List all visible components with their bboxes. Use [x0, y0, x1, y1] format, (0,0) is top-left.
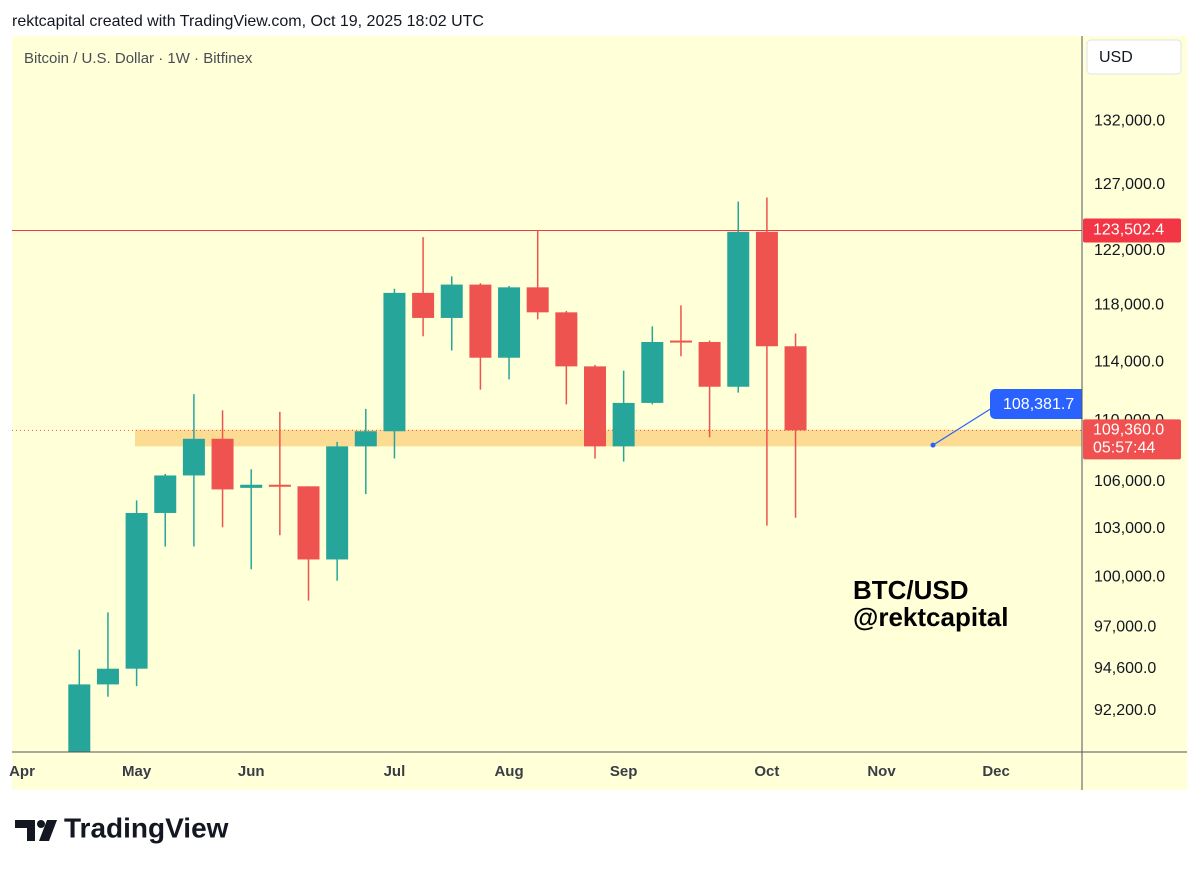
- last-price-label: 109,360.0: [1093, 422, 1164, 439]
- y-tick-label: 127,000.0: [1094, 176, 1165, 193]
- header: rektcapital created with TradingView.com…: [12, 13, 484, 30]
- y-tick-label: 92,200.0: [1094, 702, 1156, 719]
- logo-icon: [39, 820, 57, 841]
- brand-logo: [15, 820, 57, 841]
- y-tick-label: 106,000.0: [1094, 473, 1165, 490]
- x-tick-label: Aug: [494, 763, 523, 780]
- x-tick-label: Jul: [384, 763, 406, 780]
- candle-body: [125, 512, 148, 669]
- annotation: @rektcapital: [853, 602, 1008, 632]
- candle-body: [498, 287, 521, 358]
- candle-body: [784, 346, 807, 431]
- candle-body: [96, 668, 119, 685]
- price-axis: 92,200.0 94,600.0 97,000.0 100,000.0 103,000…: [1083, 112, 1181, 719]
- resistance-price-box: [1083, 218, 1181, 243]
- x-tick-label: May: [122, 763, 152, 780]
- candle-body: [612, 402, 635, 447]
- resistance-price-label: 123,502.4: [1093, 222, 1164, 239]
- candle-body: [182, 438, 205, 476]
- candle-body: [240, 484, 263, 488]
- logo-icon: [37, 820, 45, 828]
- candle-body: [268, 484, 291, 487]
- y-tick-label: 132,000.0: [1094, 112, 1165, 129]
- x-tick-label: Jun: [238, 763, 265, 780]
- x-tick-label: Nov: [867, 763, 896, 780]
- candle-body: [555, 312, 578, 367]
- y-tick-label: 100,000.0: [1094, 569, 1165, 586]
- candle-body: [755, 231, 778, 347]
- callout-label: 108,381.7: [1003, 396, 1074, 413]
- candle-body: [68, 684, 91, 752]
- annotation: BTC/USD: [853, 575, 969, 605]
- candle-body: [154, 475, 177, 513]
- x-tick-label: Apr: [9, 763, 35, 780]
- y-tick-label: 97,000.0: [1094, 619, 1156, 636]
- candle-body: [211, 438, 234, 490]
- x-tick-label: Dec: [982, 763, 1010, 780]
- y-tick-label: 114,000.0: [1094, 353, 1164, 370]
- candle-body: [469, 284, 492, 358]
- currency-button[interactable]: [1086, 39, 1182, 75]
- candle-body: [297, 486, 320, 560]
- candle-body: [698, 341, 721, 387]
- candle-body: [526, 287, 549, 313]
- callout-line: [932, 407, 993, 446]
- brand: TradingView: [64, 812, 229, 843]
- last-price-box: [1083, 419, 1181, 460]
- candle-body: [584, 366, 606, 447]
- countdown-label: 05:57:44: [1093, 440, 1155, 457]
- currency-label: USD: [1099, 49, 1133, 66]
- candle-body: [641, 341, 664, 403]
- candle-body: [669, 340, 692, 343]
- chart-title: Bitcoin / U.S. Dollar · 1W · Bitfinex: [24, 50, 253, 67]
- callout-box: [990, 389, 1082, 419]
- candle-body: [440, 284, 463, 318]
- candle-body: [326, 446, 349, 560]
- candle-body: [383, 292, 406, 432]
- y-tick-label: 94,600.0: [1094, 660, 1156, 677]
- support-zone: [135, 429, 1082, 447]
- y-tick-label: 122,000.0: [1094, 242, 1165, 259]
- candle-body: [412, 292, 435, 318]
- candle-body: [727, 231, 750, 387]
- candle-body: [354, 431, 377, 447]
- callout-anchor: [930, 442, 936, 448]
- y-tick-label: 103,000.0: [1094, 520, 1165, 537]
- x-tick-label: Sep: [610, 763, 638, 780]
- plot-area: 108,381.7: [12, 197, 1082, 752]
- x-tick-label: Oct: [754, 763, 779, 780]
- logo-icon: [15, 820, 35, 841]
- y-tick-label: 118,000.0: [1094, 297, 1164, 314]
